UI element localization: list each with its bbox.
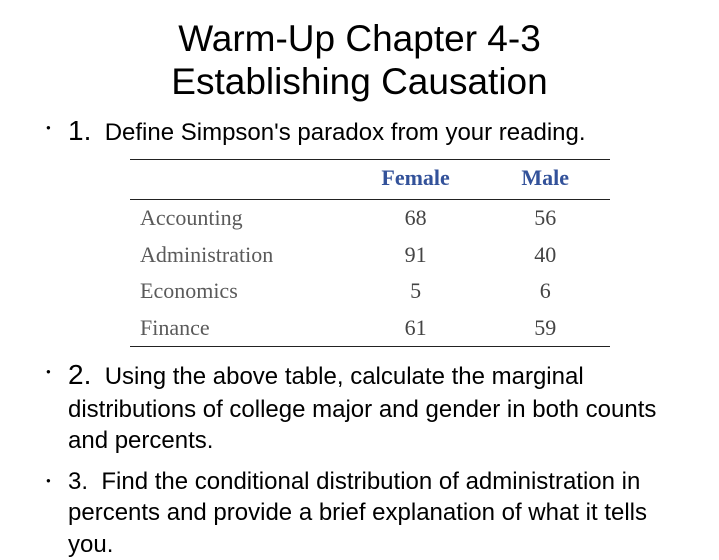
item-text: Find the conditional distribution of adm… (68, 468, 647, 557)
item-number: 2. (68, 359, 91, 390)
cell-male: 56 (480, 200, 610, 237)
table-header-row: Female Male (130, 160, 610, 200)
table-row: Administration 91 40 (130, 237, 610, 274)
cell-male: 6 (480, 273, 610, 310)
row-label: Economics (130, 273, 351, 310)
cell-female: 68 (351, 200, 481, 237)
cell-male: 40 (480, 237, 610, 274)
list-item-table: Female Male Accounting 68 56 Administrat… (40, 159, 679, 347)
table-row: Economics 5 6 (130, 273, 610, 310)
data-table-wrap: Female Male Accounting 68 56 Administrat… (130, 159, 610, 347)
item-number-inline: 3. (68, 468, 88, 495)
col-header-blank (130, 160, 351, 200)
title-line-1: Warm-Up Chapter 4-3 (178, 18, 541, 59)
cell-female: 61 (351, 310, 481, 347)
item-text: Define Simpson's paradox from your readi… (105, 119, 586, 146)
data-table: Female Male Accounting 68 56 Administrat… (130, 159, 610, 347)
list-item: 3. Find the conditional distribution of … (40, 466, 679, 560)
table-body: Accounting 68 56 Administration 91 40 Ec… (130, 200, 610, 347)
title-line-2: Establishing Causation (171, 61, 547, 102)
bullet-list: 1. Define Simpson's paradox from your re… (40, 113, 679, 560)
row-label: Accounting (130, 200, 351, 237)
item-number: 1. (68, 115, 91, 146)
col-header-male: Male (480, 160, 610, 200)
row-label: Finance (130, 310, 351, 347)
table-row: Finance 61 59 (130, 310, 610, 347)
list-item: 2. Using the above table, calculate the … (40, 357, 679, 456)
list-item: 1. Define Simpson's paradox from your re… (40, 113, 679, 149)
table-row: Accounting 68 56 (130, 200, 610, 237)
col-header-female: Female (351, 160, 481, 200)
slide: Warm-Up Chapter 4-3 Establishing Causati… (0, 0, 719, 539)
row-label: Administration (130, 237, 351, 274)
item-number-and-text: 3. Find the conditional distribution of … (68, 468, 647, 557)
cell-male: 59 (480, 310, 610, 347)
cell-female: 91 (351, 237, 481, 274)
slide-title: Warm-Up Chapter 4-3 Establishing Causati… (40, 18, 679, 103)
cell-female: 5 (351, 273, 481, 310)
item-text: Using the above table, calculate the mar… (68, 363, 656, 454)
